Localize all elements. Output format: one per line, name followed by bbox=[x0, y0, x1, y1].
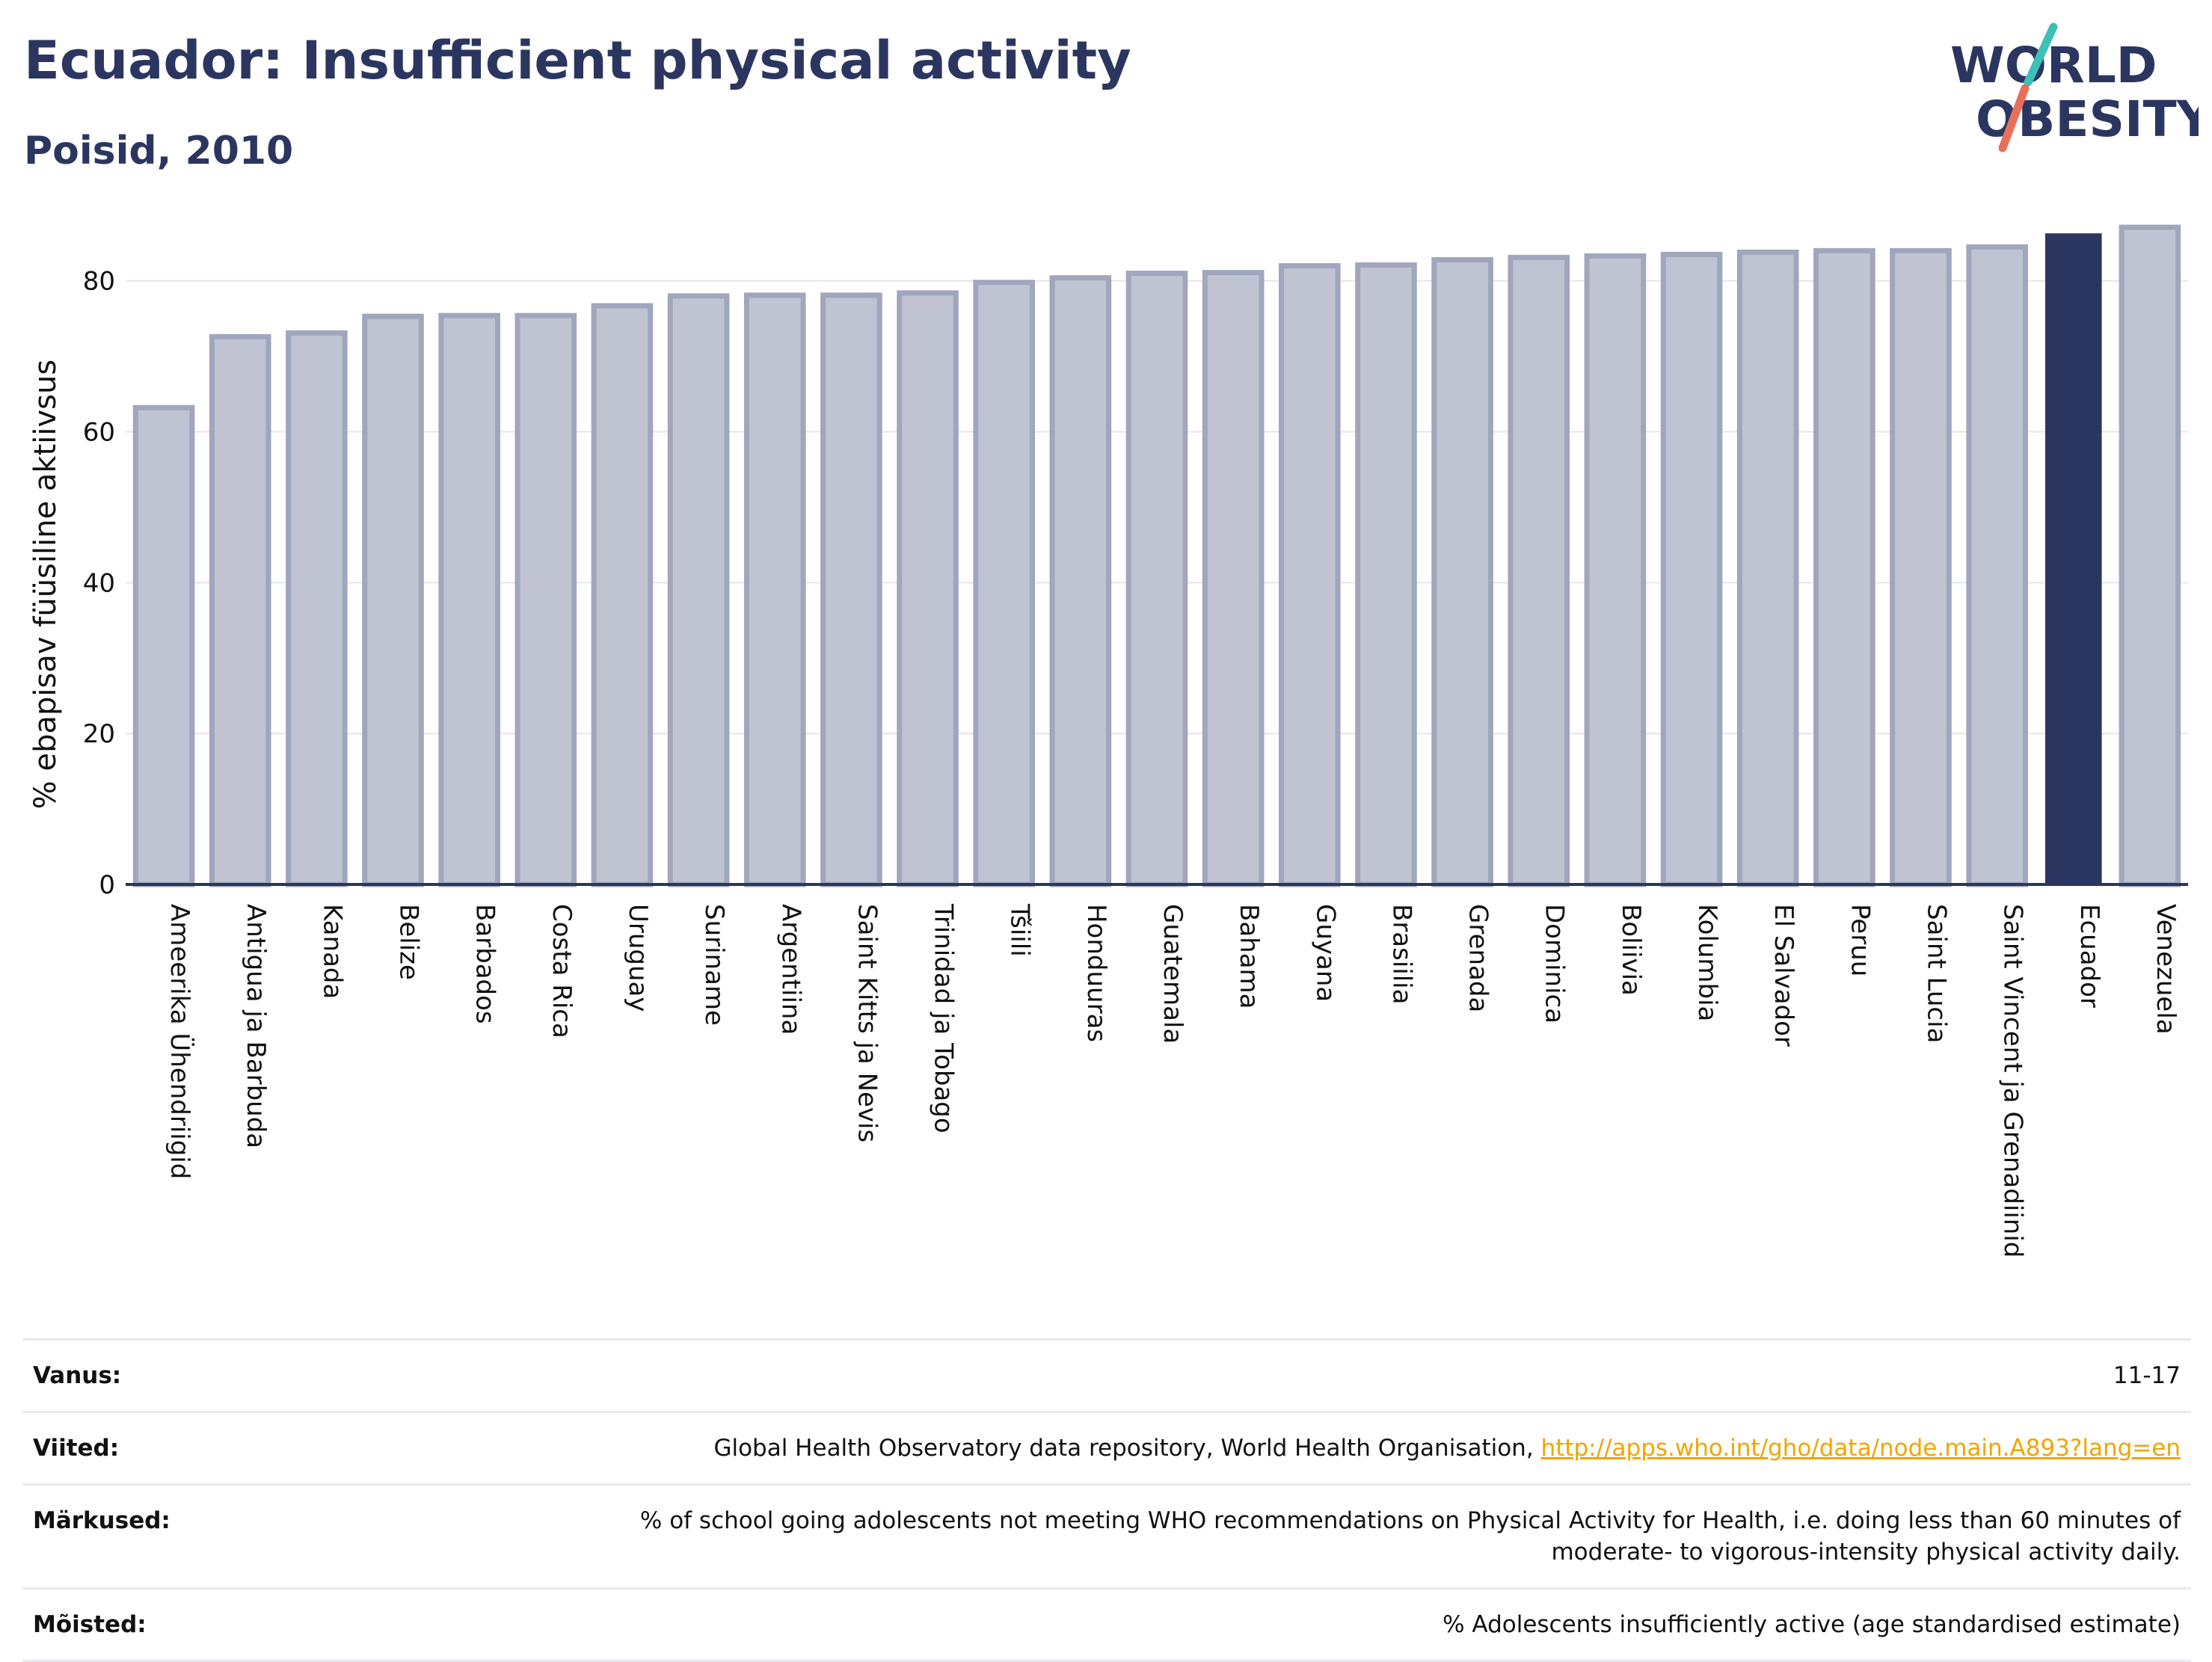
page-title: Ecuador: Insufficient physical activity bbox=[24, 30, 1131, 91]
x-tick-label: Trinidad ja Tobago bbox=[929, 903, 959, 1133]
bar bbox=[1660, 251, 1723, 887]
x-tick-label: Belize bbox=[394, 904, 424, 980]
y-tick-label: 40 bbox=[83, 568, 115, 598]
meta-refs-text: Global Health Observatory data repositor… bbox=[713, 1435, 1541, 1462]
x-tick-label: Saint Kitts ja Nevis bbox=[852, 904, 882, 1142]
bar bbox=[1966, 244, 2028, 887]
meta-row-notes: Märkused: % of school going adolescents … bbox=[22, 1484, 2191, 1589]
bar bbox=[820, 292, 882, 887]
bar bbox=[514, 313, 577, 887]
x-tick-label: Saint Vincent ja Grenadiinid bbox=[1998, 904, 2028, 1258]
metadata-table: Vanus: 11-17 Viited: Global Health Obser… bbox=[22, 1338, 2191, 1662]
x-tick-label: Boliivia bbox=[1616, 904, 1646, 996]
meta-notes-label: Märkused: bbox=[33, 1507, 170, 1534]
x-tick-label: Kanada bbox=[317, 904, 347, 999]
bar bbox=[286, 330, 348, 887]
x-tick-label: Antigua ja Barbuda bbox=[241, 904, 271, 1148]
x-tick-labels: Ameerika Ühendriigid Antigua ja Barbuda Ka… bbox=[165, 903, 2181, 1258]
x-tick-label: Saint Lucia bbox=[1921, 904, 1951, 1043]
bar bbox=[897, 290, 959, 887]
x-tick-label: Costa Rica bbox=[547, 904, 577, 1038]
logo-slash-red bbox=[1998, 84, 2030, 153]
x-tick-label: Barbados bbox=[470, 904, 500, 1024]
bar bbox=[591, 303, 654, 887]
meta-notes-line1: % of school going adolescents not meetin… bbox=[639, 1507, 2181, 1534]
bar bbox=[1736, 249, 1799, 887]
bars bbox=[132, 224, 2181, 887]
meta-row-age: Vanus: 11-17 bbox=[22, 1339, 2191, 1412]
x-tick-label: Honduuras bbox=[1081, 904, 1111, 1042]
bar bbox=[973, 280, 1035, 887]
x-tick-label: Dominica bbox=[1540, 904, 1570, 1024]
x-tick-label: Argentiina bbox=[775, 904, 805, 1035]
x-tick-label: Ecuador bbox=[2074, 904, 2104, 1008]
bar bbox=[1890, 247, 1952, 887]
bar bbox=[1584, 253, 1647, 887]
x-tick-label: Suriname bbox=[699, 904, 729, 1026]
x-tick-label: Guatemala bbox=[1158, 904, 1188, 1044]
bar bbox=[1125, 271, 1188, 887]
bar bbox=[1813, 247, 1875, 887]
bar bbox=[2044, 233, 2102, 884]
logo-slash-teal bbox=[2024, 22, 2058, 87]
meta-refs-label: Viited: bbox=[33, 1435, 120, 1462]
bar bbox=[1431, 256, 1493, 887]
x-tick-label: Brasiilia bbox=[1386, 904, 1416, 1004]
meta-refs-value: Global Health Observatory data repositor… bbox=[268, 1412, 2191, 1485]
meta-age-label: Vanus: bbox=[33, 1362, 122, 1389]
x-tick-label: Kolumbia bbox=[1692, 904, 1722, 1021]
world-obesity-logo-graphic: WORLD OBESITY bbox=[1950, 22, 2199, 153]
y-tick-labels: 0 20 40 60 80 bbox=[83, 267, 115, 900]
meta-row-definitions: Mõisted: % Adolescents insufficiently ac… bbox=[22, 1588, 2191, 1661]
x-tick-label: Bahama bbox=[1234, 904, 1264, 1009]
world-obesity-logo: WORLD OBESITY bbox=[1944, 22, 2199, 157]
x-tick-label: Tšiili bbox=[1005, 903, 1035, 957]
x-tick-label: Grenada bbox=[1463, 904, 1493, 1012]
bar bbox=[209, 333, 271, 887]
logo-line1: WORLD bbox=[1950, 37, 2157, 94]
meta-defs-value: % Adolescents insufficiently active (age… bbox=[1443, 1611, 2181, 1638]
x-tick-label: Guyana bbox=[1310, 904, 1340, 1002]
meta-row-references: Viited: Global Health Observatory data r… bbox=[22, 1412, 2191, 1485]
x-tick-label: Uruguay bbox=[623, 904, 653, 1012]
meta-refs-link[interactable]: http://apps.who.int/gho/data/node.main.A… bbox=[1540, 1435, 2181, 1462]
x-tick-label: Ameerika Ühendriigid bbox=[165, 904, 195, 1179]
y-tick-label: 80 bbox=[83, 267, 115, 297]
bar bbox=[1279, 263, 1341, 887]
bar bbox=[743, 292, 806, 887]
bar bbox=[132, 404, 195, 887]
bar bbox=[1355, 262, 1417, 887]
bar bbox=[2119, 224, 2181, 887]
y-axis-label: % ebapisav füüsiline aktiivsus bbox=[28, 360, 63, 809]
bar bbox=[667, 293, 730, 887]
bar-chart: 0 20 40 60 80 Ameerika Ühendriigid Antigua ja… bbox=[28, 224, 2188, 1258]
bar bbox=[1508, 254, 1570, 887]
x-tick-label: Venezuela bbox=[2151, 904, 2181, 1035]
x-tick-label: Peruu bbox=[1845, 904, 1875, 976]
meta-notes-value: % of school going adolescents not meetin… bbox=[268, 1485, 2191, 1589]
bar bbox=[438, 313, 500, 887]
meta-age-value: 11-17 bbox=[2113, 1362, 2181, 1389]
meta-defs-label: Mõisted: bbox=[33, 1611, 147, 1638]
meta-notes-line2: moderate- to vigorous-intensity physical… bbox=[1551, 1539, 2181, 1566]
y-tick-label: 20 bbox=[83, 719, 115, 749]
bar bbox=[1202, 270, 1265, 887]
x-tick-label: El Salvador bbox=[1769, 904, 1798, 1047]
bar bbox=[362, 313, 424, 887]
y-tick-label: 0 bbox=[99, 870, 115, 900]
page-subtitle: Poisid, 2010 bbox=[24, 129, 294, 173]
y-tick-label: 60 bbox=[83, 418, 115, 448]
bar bbox=[1049, 275, 1112, 887]
